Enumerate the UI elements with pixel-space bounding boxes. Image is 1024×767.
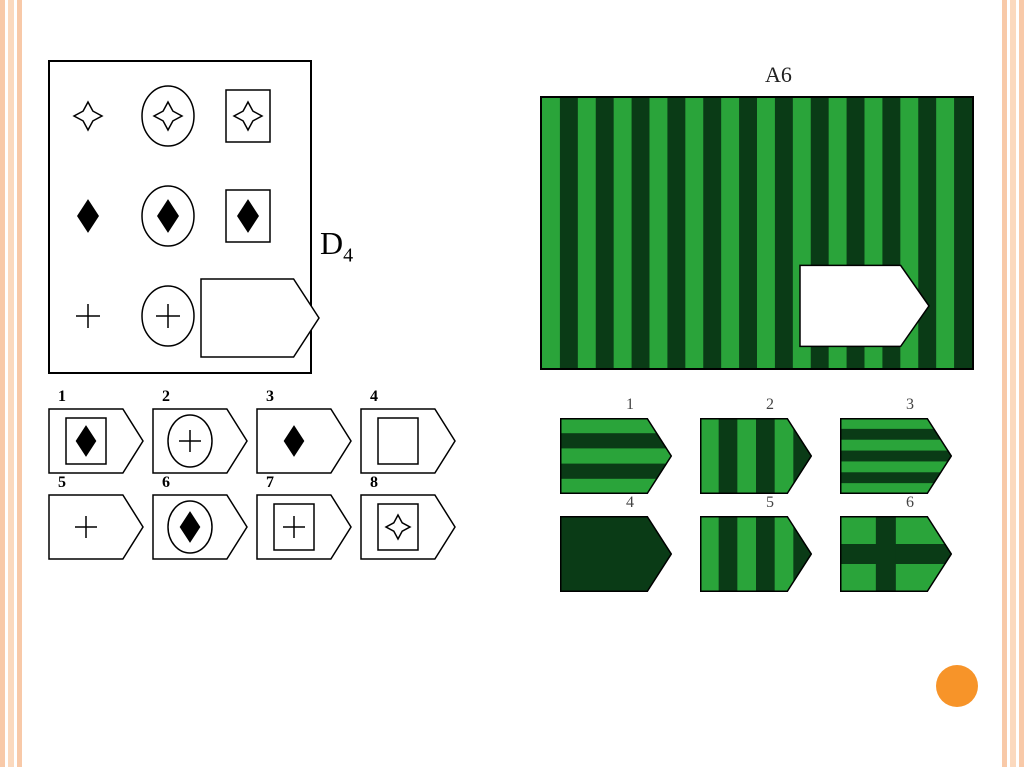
d4-cell xyxy=(216,184,280,248)
a6-answer-number: 4 xyxy=(560,494,700,512)
a6-answer-number: 3 xyxy=(840,396,980,414)
d4-cell xyxy=(136,184,200,248)
a6-answers: 1 2 3 4 5 6 xyxy=(560,396,980,592)
d4-label-main: D xyxy=(320,225,343,261)
d4-cell xyxy=(56,284,120,348)
d4-label-sub: 4 xyxy=(343,244,353,266)
d4-answer-number: 7 xyxy=(256,474,356,492)
d4-answer-6[interactable]: 6 xyxy=(152,474,252,560)
a6-answer-6[interactable]: 6 xyxy=(840,494,980,592)
d4-answer-number: 1 xyxy=(48,388,148,406)
puzzle-d4 xyxy=(48,60,312,374)
d4-answer-2[interactable]: 2 xyxy=(152,388,252,474)
d4-answers: 12 34 5 67 8 xyxy=(48,388,468,560)
d4-answer-number: 4 xyxy=(360,388,460,406)
a6-answer-number: 6 xyxy=(840,494,980,512)
d4-answer-number: 5 xyxy=(48,474,148,492)
d4-cell xyxy=(136,84,200,148)
d4-cell xyxy=(200,278,320,358)
d4-answer-number: 8 xyxy=(360,474,460,492)
d4-answer-number: 3 xyxy=(256,388,356,406)
d4-cell xyxy=(56,84,120,148)
a6-main xyxy=(540,96,974,370)
a6-title: A6 xyxy=(765,62,792,88)
d4-cell xyxy=(56,184,120,248)
a6-answer-2[interactable]: 2 xyxy=(700,396,840,494)
d4-answer-7[interactable]: 7 xyxy=(256,474,356,560)
d4-answer-8[interactable]: 8 xyxy=(360,474,460,560)
a6-answer-number: 2 xyxy=(700,396,840,414)
d4-answer-3[interactable]: 3 xyxy=(256,388,356,474)
a6-answer-number: 1 xyxy=(560,396,700,414)
d4-cell xyxy=(216,84,280,148)
a6-answer-5[interactable]: 5 xyxy=(700,494,840,592)
d4-cell xyxy=(136,284,200,348)
d4-matrix-box xyxy=(48,60,312,374)
a6-answer-3[interactable]: 3 xyxy=(840,396,980,494)
d4-answer-5[interactable]: 5 xyxy=(48,474,148,560)
d4-answer-4[interactable]: 4 xyxy=(360,388,460,474)
accent-circle xyxy=(936,665,978,707)
frame-bar-left xyxy=(0,0,22,767)
d4-label: D4 xyxy=(320,225,353,267)
a6-answer-1[interactable]: 1 xyxy=(560,396,700,494)
d4-answer-number: 2 xyxy=(152,388,252,406)
a6-answer-number: 5 xyxy=(700,494,840,512)
a6-answer-4[interactable]: 4 xyxy=(560,494,700,592)
d4-answer-1[interactable]: 1 xyxy=(48,388,148,474)
frame-bar-right xyxy=(1002,0,1024,767)
d4-answer-number: 6 xyxy=(152,474,252,492)
